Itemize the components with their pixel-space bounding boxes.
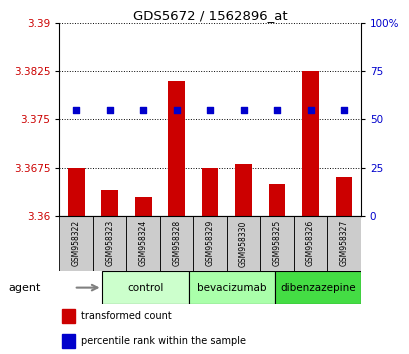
- Text: GSM958328: GSM958328: [172, 220, 181, 267]
- Point: [340, 107, 346, 113]
- Title: GDS5672 / 1562896_at: GDS5672 / 1562896_at: [133, 9, 287, 22]
- Bar: [188, 271, 274, 304]
- Bar: [226, 216, 260, 271]
- Bar: [235, 165, 252, 216]
- Bar: [268, 184, 285, 216]
- Text: GSM958325: GSM958325: [272, 220, 281, 267]
- Bar: [301, 71, 318, 216]
- Bar: [67, 168, 84, 216]
- Text: dibenzazepine: dibenzazepine: [279, 282, 355, 293]
- Text: GSM958330: GSM958330: [238, 220, 247, 267]
- Text: bevacizumab: bevacizumab: [196, 282, 266, 293]
- Bar: [260, 216, 293, 271]
- Bar: [62, 309, 74, 323]
- Text: GSM958327: GSM958327: [339, 220, 348, 267]
- Text: transformed count: transformed count: [80, 311, 171, 321]
- Bar: [102, 271, 188, 304]
- Text: agent: agent: [8, 282, 40, 293]
- Text: percentile rank within the sample: percentile rank within the sample: [80, 336, 245, 346]
- Bar: [274, 271, 360, 304]
- Text: GSM958323: GSM958323: [105, 220, 114, 267]
- Bar: [293, 216, 326, 271]
- Point: [273, 107, 280, 113]
- Point: [207, 107, 213, 113]
- Point: [173, 107, 180, 113]
- Text: GSM958326: GSM958326: [306, 220, 314, 267]
- Text: GSM958322: GSM958322: [72, 220, 81, 267]
- Bar: [62, 334, 74, 348]
- Bar: [101, 190, 118, 216]
- Point: [307, 107, 313, 113]
- Point: [106, 107, 113, 113]
- Point: [240, 107, 246, 113]
- Bar: [168, 81, 184, 216]
- Bar: [126, 216, 160, 271]
- Text: control: control: [127, 282, 163, 293]
- Text: GSM958329: GSM958329: [205, 220, 214, 267]
- Bar: [326, 216, 360, 271]
- Bar: [193, 216, 226, 271]
- Bar: [59, 216, 93, 271]
- Bar: [135, 196, 151, 216]
- Text: GSM958324: GSM958324: [138, 220, 147, 267]
- Bar: [93, 216, 126, 271]
- Bar: [201, 168, 218, 216]
- Bar: [335, 177, 352, 216]
- Bar: [160, 216, 193, 271]
- Point: [73, 107, 79, 113]
- Point: [139, 107, 146, 113]
